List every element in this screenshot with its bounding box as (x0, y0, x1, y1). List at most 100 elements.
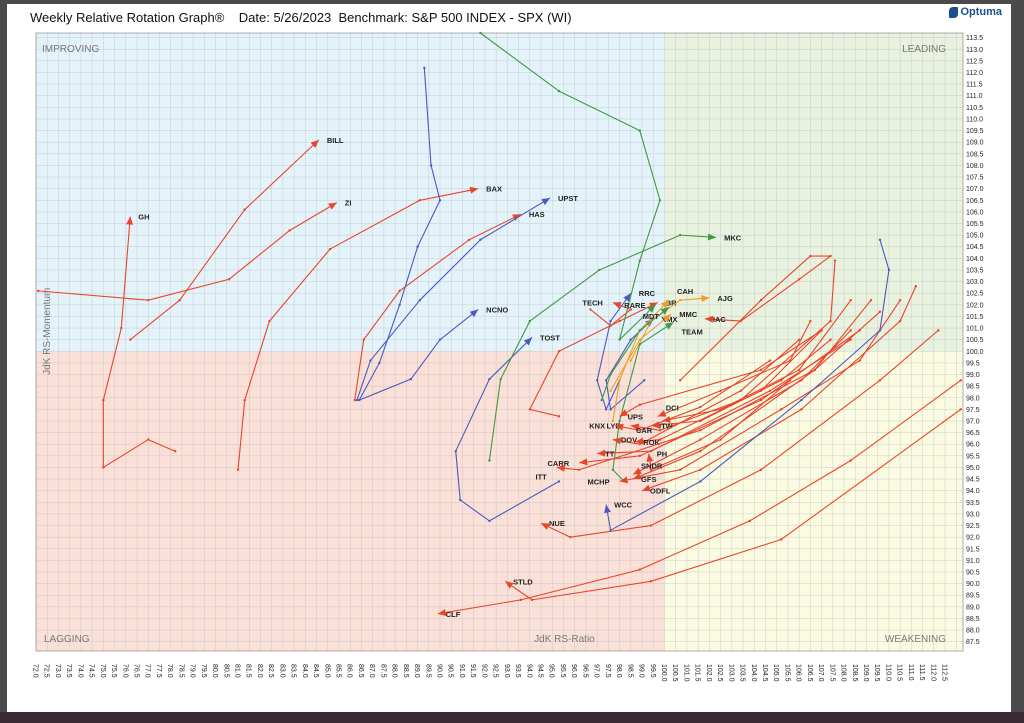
head-arrow-marker (505, 581, 514, 589)
tail-point (618, 338, 621, 341)
x-tick-label: 105.5 (783, 664, 790, 682)
tail-point (638, 338, 641, 341)
series-carr: CARR (548, 329, 861, 468)
x-tick-label: 92.0 (480, 664, 487, 678)
tail-point (499, 377, 502, 381)
x-tick-label: 108.5 (851, 664, 858, 682)
series-label: STLD (513, 577, 533, 586)
x-tick-label: 99.0 (638, 664, 645, 678)
y-tick-label: 93.5 (966, 500, 980, 507)
head-arrow-marker (646, 453, 654, 462)
tail-point (557, 480, 561, 483)
series-wcc: WCC (604, 238, 891, 532)
x-tick-label: 72.5 (43, 664, 50, 678)
tail-point (829, 319, 832, 323)
head-arrow-marker (647, 304, 656, 313)
x-tick-label: 81.5 (245, 664, 252, 678)
y-tick-label: 105.0 (966, 233, 984, 240)
series-tail-line (488, 234, 717, 461)
x-tick-label: 105.0 (772, 664, 779, 682)
tail-point (227, 278, 231, 281)
tail-point (600, 398, 603, 402)
x-tick-label: 75.0 (99, 664, 106, 678)
tail-point (418, 199, 422, 202)
x-tick-label: 98.5 (626, 664, 633, 678)
tail-point (37, 289, 40, 293)
series-tail-line (614, 360, 771, 431)
tail-point (649, 580, 653, 583)
series-label: HAS (529, 210, 545, 219)
tail-point (557, 350, 561, 353)
tail-point (355, 398, 359, 402)
series-tail-line (657, 320, 811, 417)
tail-point (887, 268, 891, 272)
y-tick-label: 110.0 (966, 116, 983, 123)
head-arrow-marker (541, 197, 551, 206)
tail-point (699, 405, 702, 409)
quadrant-label-leading: LEADING (902, 44, 946, 55)
tail-point (829, 338, 832, 341)
x-tick-label: 77.5 (155, 664, 162, 678)
x-tick-label: 94.0 (525, 664, 532, 678)
y-tick-label: 106.5 (966, 198, 984, 205)
tail-point (643, 379, 646, 382)
series-zi: ZI (37, 199, 351, 302)
tail-point (243, 398, 246, 402)
series-stld: STLD (504, 408, 962, 602)
series-tail-line (632, 299, 872, 480)
series-label: MCHP (587, 477, 609, 486)
series-label: DCI (666, 403, 679, 412)
series-mdt: MDT (600, 306, 670, 402)
tail-point (739, 389, 742, 392)
tail-point (629, 359, 633, 362)
y-tick-label: 111.0 (966, 93, 983, 100)
head-arrow-marker (633, 472, 642, 480)
tail-point (699, 468, 702, 471)
x-tick-label: 112.5 (941, 664, 948, 681)
x-tick-label: 79.5 (200, 664, 207, 678)
x-tick-label: 84.0 (301, 664, 308, 678)
tail-point (658, 199, 662, 202)
quadrant-label-lagging: LAGGING (44, 634, 90, 645)
tail-point (937, 329, 940, 332)
tail-point (779, 538, 783, 541)
tail-point (609, 373, 612, 376)
x-tick-label: 93.5 (514, 664, 521, 678)
tail-point (488, 377, 491, 381)
tail-point (398, 289, 401, 293)
tail-point (813, 368, 817, 372)
tail-point (869, 298, 873, 302)
tail-point (595, 379, 599, 382)
x-tick-label: 107.0 (817, 664, 824, 682)
tail-point (147, 438, 150, 441)
series-bill: BILL (129, 136, 344, 341)
quadrant-label-improving: IMPROVING (42, 44, 99, 55)
y-tick-label: 98.5 (966, 384, 980, 391)
x-tick-label: 73.5 (65, 664, 72, 678)
x-tick-label: 96.0 (570, 664, 577, 678)
tail-point (649, 468, 653, 471)
tail-point (759, 398, 763, 402)
tail-point (809, 254, 812, 258)
tail-point (898, 319, 902, 323)
series-has: HAS (353, 210, 545, 402)
y-tick-label: 103.5 (966, 267, 984, 274)
x-tick-label: 97.5 (604, 664, 611, 678)
x-tick-label: 75.5 (110, 664, 117, 678)
series-label: NUE (549, 519, 565, 528)
x-tick-label: 90.5 (447, 664, 454, 678)
tail-point (173, 449, 177, 453)
x-tick-label: 87.0 (368, 664, 375, 678)
tail-point (589, 308, 592, 311)
series-upst: UPST (355, 194, 578, 402)
head-arrow-marker (612, 302, 622, 309)
taskbar-strip (0, 712, 1024, 723)
tail-point (914, 285, 918, 288)
head-arrow-marker (633, 467, 642, 475)
tail-point (649, 524, 653, 527)
head-arrow-marker (612, 437, 622, 445)
tail-point (528, 408, 532, 411)
series-tail-line (662, 299, 852, 422)
tail-point (858, 359, 861, 362)
x-tick-label: 92.5 (492, 664, 499, 678)
